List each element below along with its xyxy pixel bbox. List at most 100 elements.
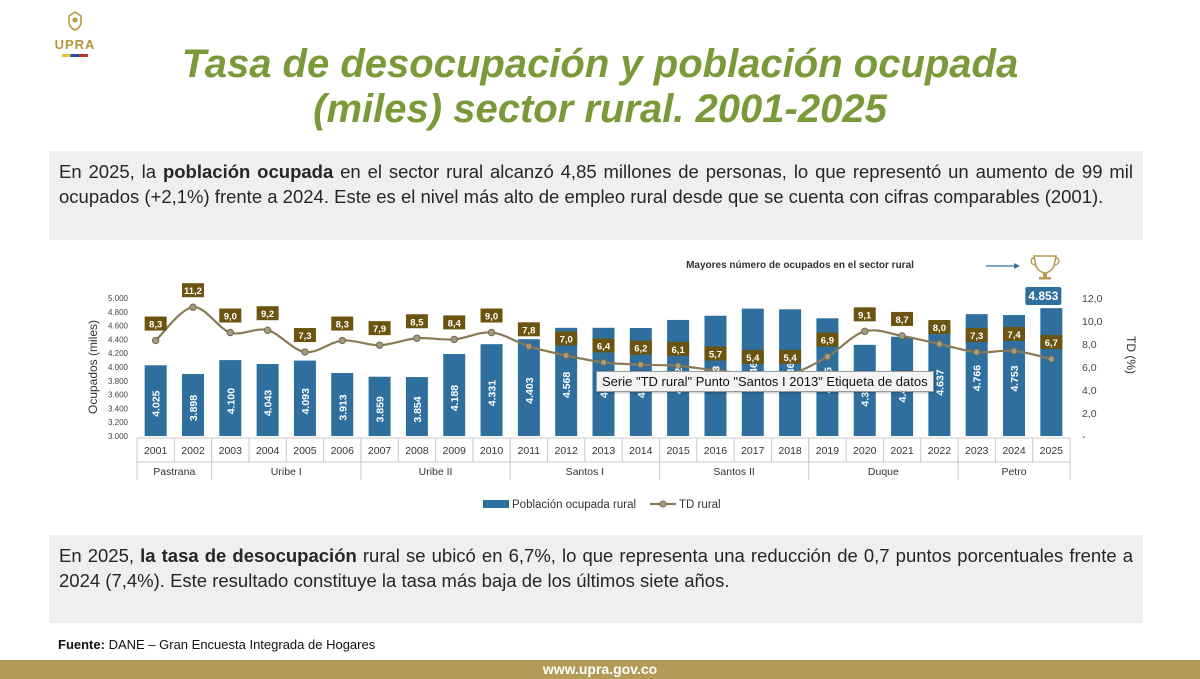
- outro-bold: la tasa de desocupación: [140, 545, 357, 566]
- y-tick-label: 5.000: [108, 294, 129, 303]
- bar-2007: [368, 376, 391, 436]
- td-point-2025: [1047, 355, 1056, 363]
- y2-tick-label: 12,0: [1082, 293, 1103, 305]
- td-label-2016: 5,7: [709, 349, 722, 360]
- td-point-2003: [226, 328, 235, 337]
- td-point-2023: [973, 348, 981, 356]
- bar-label-2023: 4.766: [972, 365, 984, 391]
- bar-2004: [256, 364, 279, 436]
- bar-2005: [293, 360, 316, 436]
- x-tick-2019: 2019: [816, 445, 840, 457]
- td-label-2013: 6,4: [597, 341, 611, 352]
- td-label-2006: 8,3: [336, 320, 349, 331]
- td-label-box-2022: [928, 320, 951, 334]
- td-label-box-2006: [331, 316, 354, 331]
- td-label-box-2020: [853, 307, 876, 322]
- x-tick-2016: 2016: [704, 445, 728, 457]
- y2-axis-title: TD (%): [1124, 336, 1138, 374]
- group-label: Duque: [868, 466, 899, 478]
- legend-line-label: TD rural: [679, 499, 721, 511]
- x-tick-2010: 2010: [480, 445, 504, 457]
- td-point-2021: [898, 332, 906, 340]
- bar-2001: [144, 365, 167, 436]
- outro-text-box: En 2025, la tasa de desocupación rural s…: [49, 535, 1143, 623]
- td-label-box-2017: [741, 349, 764, 364]
- x-tick-2002: 2002: [181, 445, 205, 457]
- x-tick-2006: 2006: [331, 445, 355, 457]
- bar-2024: [1003, 315, 1026, 436]
- y2-tick-label: 4,0: [1082, 385, 1097, 397]
- logo-text: UPRA: [54, 37, 96, 52]
- td-label-box-2011: [517, 322, 540, 337]
- page-title: Tasa de desocupación y población ocupada…: [181, 42, 1019, 131]
- td-point-2013: [599, 358, 608, 367]
- legend-bar-label: Población ocupada rural: [512, 499, 636, 511]
- td-point-2014: [637, 361, 645, 369]
- bar-label-2008: 3.854: [412, 396, 424, 422]
- bar-label-2012: 4.568: [561, 372, 573, 398]
- highlight-label: 4.853: [1028, 289, 1058, 303]
- td-point-2005: [301, 348, 309, 356]
- x-tick-2017: 2017: [741, 445, 765, 457]
- group-label: Petro: [1001, 466, 1026, 478]
- td-label-box-2005: [293, 328, 316, 343]
- td-label-box-2015: [667, 341, 690, 356]
- td-label-box-2025: [1040, 334, 1063, 349]
- bar-label-2011: 4.403: [524, 377, 536, 403]
- y-axis-title: Ocupados (miles): [86, 320, 100, 414]
- td-point-2008: [413, 334, 421, 342]
- x-tick-2021: 2021: [890, 445, 914, 457]
- td-label-2021: 8,7: [895, 315, 908, 326]
- td-label-2003: 9,0: [224, 312, 237, 323]
- td-label-box-2007: [368, 321, 391, 336]
- bar-label-2024: 4.753: [1009, 365, 1021, 391]
- x-tick-2023: 2023: [965, 445, 989, 457]
- footer-url[interactable]: www.upra.gov.co: [0, 660, 1200, 679]
- td-label-box-2018: [779, 349, 802, 364]
- td-point-2020: [861, 327, 869, 336]
- td-label-2022: 8,0: [933, 323, 946, 334]
- td-label-2011: 7,8: [522, 325, 535, 336]
- bar-label-2007: 3.859: [375, 396, 387, 422]
- y2-tick-label: 6,0: [1082, 362, 1097, 374]
- x-tick-2007: 2007: [368, 445, 392, 457]
- x-tick-2008: 2008: [405, 445, 429, 457]
- td-label-box-2004: [256, 306, 279, 321]
- td-label-box-2012: [555, 331, 578, 346]
- bar-label-2006: 3.913: [337, 394, 349, 420]
- td-label-box-2013: [592, 338, 615, 353]
- bar-2023: [965, 314, 988, 436]
- x-tick-2024: 2024: [1002, 445, 1026, 457]
- td-label-2024: 7,4: [1007, 330, 1021, 341]
- td-label-2017: 5,4: [746, 353, 760, 364]
- intro-bold: población ocupada: [162, 161, 334, 182]
- td-label-box-2010: [480, 308, 503, 323]
- td-point-2001: [151, 336, 160, 345]
- td-point-2010: [487, 328, 496, 337]
- intro-text-1: En 2025, la: [59, 161, 163, 182]
- annotation-arrow-head: [1014, 263, 1020, 269]
- td-label-box-2014: [629, 340, 652, 355]
- trophy-stem: [1043, 273, 1047, 277]
- group-label: Uribe I: [271, 466, 302, 478]
- source-text: DANE – Gran Encuesta Integrada de Hogare…: [104, 637, 376, 652]
- bar-label-2004: 4.043: [263, 390, 275, 416]
- y-tick-label: 4.000: [108, 363, 129, 372]
- td-label-2001: 8,3: [149, 320, 162, 331]
- x-tick-2013: 2013: [592, 445, 616, 457]
- td-point-2024: [1010, 347, 1018, 355]
- trophy-icon: [1030, 255, 1060, 280]
- td-point-2009: [450, 335, 458, 344]
- flag-line: [62, 54, 88, 57]
- td-point-2006: [338, 336, 346, 345]
- outro-text-1: En 2025,: [59, 545, 141, 566]
- td-label-box-2003: [219, 308, 242, 323]
- td-point-2022: [935, 340, 944, 348]
- td-point-2002: [189, 303, 197, 311]
- td-point-2007: [375, 341, 384, 349]
- td-label-2004: 9,2: [261, 309, 274, 320]
- bar-2002: [181, 374, 204, 436]
- y2-tick-label: 8,0: [1082, 339, 1097, 351]
- x-tick-2012: 2012: [555, 445, 579, 457]
- y-tick-label: 3.200: [108, 418, 129, 427]
